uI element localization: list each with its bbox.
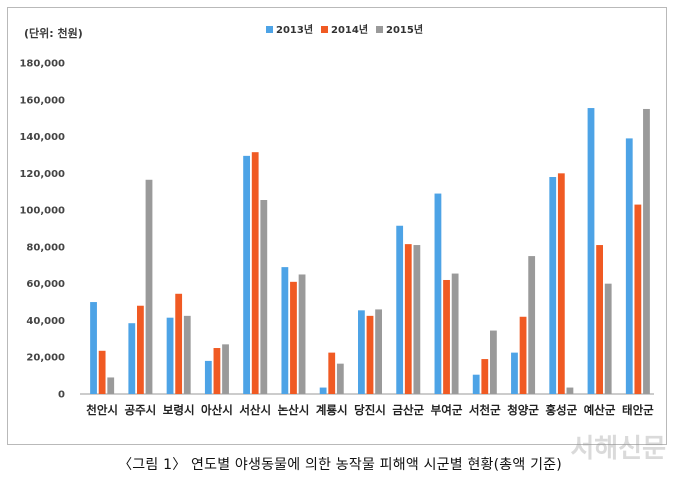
y-tick-label: 20,000	[26, 353, 65, 364]
x-tick-label: 서천군	[469, 403, 501, 417]
y-axis: 0 20,000 40,000 60,000 80,000 100,000 120,000 1…	[19, 59, 65, 401]
watermark-logo: 서해신문	[570, 434, 666, 464]
bar-2013년-보령시	[166, 317, 174, 394]
bar-2014년-계룡시	[328, 352, 336, 394]
bar-2014년-청양군	[519, 316, 527, 394]
bar-2014년-서천군	[481, 359, 489, 394]
bar-2013년-아산시	[204, 360, 212, 394]
bar-2014년-아산시	[213, 348, 221, 394]
bar-2015년-공주시	[145, 179, 153, 394]
legend-swatch	[376, 26, 383, 33]
bar-2015년-보령시	[183, 315, 191, 394]
x-tick-label: 예산군	[584, 403, 616, 417]
x-tick-label: 서산시	[239, 403, 271, 417]
bar-2013년-공주시	[128, 323, 136, 394]
unit-label: (단위: 천원)	[24, 26, 83, 40]
bar-chart: (단위: 천원) 2013년 2014년 2015년 0 20,000 40,000 60…	[19, 23, 654, 417]
legend-swatch	[321, 26, 328, 33]
bar-2015년-청양군	[528, 256, 536, 394]
bar-2015년-서산시	[260, 199, 268, 394]
bar-2014년-당진시	[366, 315, 374, 394]
bar-2014년-서산시	[251, 152, 259, 394]
bar-2013년-천안시	[90, 302, 97, 394]
bar-2015년-논산시	[298, 274, 306, 394]
y-tick-label: 80,000	[26, 242, 65, 253]
x-tick-label: 논산시	[278, 403, 310, 417]
x-tick-label: 천안시	[86, 403, 118, 417]
bar-2015년-금산군	[413, 245, 421, 394]
bar-2013년-서천군	[472, 374, 480, 394]
legend-label: 2015년	[386, 23, 423, 36]
bar-2014년-논산시	[290, 281, 297, 394]
bar-2014년-홍성군	[557, 173, 565, 394]
x-tick-label: 공주시	[125, 403, 157, 417]
y-tick-label: 100,000	[19, 206, 65, 217]
bar-2013년-부여군	[434, 193, 442, 394]
bar-2013년-청양군	[511, 352, 518, 394]
y-tick-label: 180,000	[19, 59, 65, 70]
bar-2014년-천안시	[98, 350, 106, 394]
legend-swatch	[266, 26, 273, 33]
x-tick-label: 계룡시	[316, 403, 348, 417]
y-tick-label: 160,000	[19, 95, 65, 106]
bars	[90, 108, 650, 394]
bar-2013년-당진시	[358, 310, 365, 394]
y-tick-label: 40,000	[26, 316, 65, 327]
x-axis: 천안시 공주시 보령시 아산시 서산시 논산시 계룡시 당진시 금산군 부여군 서천군 청양군 홍성군 예…	[86, 403, 654, 417]
x-tick-label: 당진시	[354, 403, 386, 417]
bar-2013년-계룡시	[319, 387, 327, 394]
bar-2015년-예산군	[604, 283, 612, 394]
bar-2013년-논산시	[281, 267, 289, 394]
y-tick-label: 120,000	[19, 169, 65, 180]
y-tick-label: 60,000	[26, 279, 65, 290]
bar-2014년-예산군	[596, 245, 603, 394]
bar-2013년-홍성군	[549, 177, 557, 394]
x-tick-label: 보령시	[163, 403, 195, 417]
x-tick-label: 부여군	[431, 403, 463, 417]
legend-label: 2014년	[331, 23, 368, 36]
x-tick-label: 홍성군	[545, 403, 577, 417]
bar-2015년-서천군	[490, 330, 497, 394]
bar-2015년-태안군	[643, 108, 650, 394]
chart-frame: (단위: 천원) 2013년 2014년 2015년 0 20,000 40,000 60…	[7, 7, 667, 445]
x-tick-label: 청양군	[507, 403, 539, 417]
bar-2014년-금산군	[404, 244, 412, 394]
bar-2015년-당진시	[375, 309, 382, 394]
bar-2015년-홍성군	[566, 387, 574, 394]
bar-2015년-아산시	[222, 344, 229, 394]
x-tick-label: 태안군	[622, 403, 654, 417]
bar-2013년-태안군	[625, 138, 633, 394]
figure-caption: 〈그림 1〉 연도별 야생동물에 의한 농작물 피해액 시군별 현황(총액 기준…	[118, 457, 562, 473]
bar-2013년-예산군	[587, 108, 595, 394]
bar-2015년-부여군	[451, 273, 459, 394]
x-tick-label: 금산군	[392, 403, 424, 417]
y-tick-label: 0	[58, 390, 65, 401]
bar-2014년-태안군	[634, 204, 642, 394]
bar-2014년-부여군	[443, 279, 450, 394]
bar-2013년-금산군	[396, 225, 404, 394]
bar-2015년-계룡시	[336, 363, 344, 394]
bar-2014년-보령시	[175, 293, 183, 394]
bar-2013년-서산시	[243, 155, 250, 394]
bar-2015년-천안시	[107, 377, 115, 394]
bar-2014년-공주시	[137, 305, 144, 394]
legend-label: 2013년	[276, 23, 313, 36]
legend: 2013년 2014년 2015년	[266, 23, 423, 36]
y-tick-label: 140,000	[19, 132, 65, 143]
x-tick-label: 아산시	[201, 403, 233, 417]
